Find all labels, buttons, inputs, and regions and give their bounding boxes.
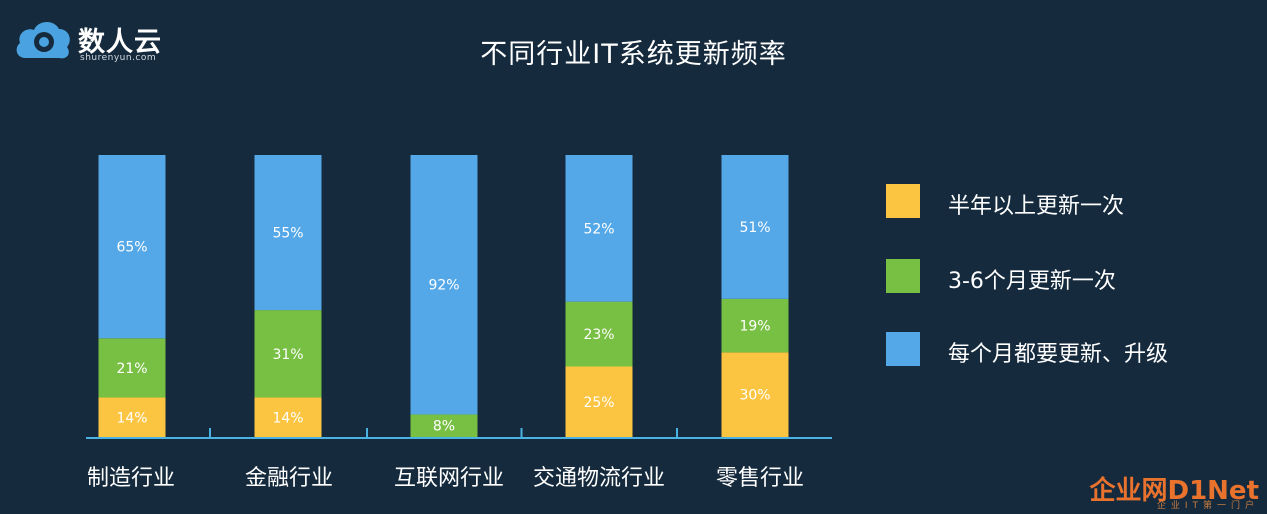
- chart-title: 不同行业IT系统更新频率: [480, 39, 787, 70]
- bar-segment: [254, 155, 322, 311]
- x-axis-category-label: 金融行业: [244, 466, 334, 491]
- bar-data-label: 30%: [739, 388, 770, 404]
- bar-data-label: 19%: [739, 319, 770, 335]
- bar-segment: [98, 397, 166, 437]
- watermark: 企业网D1Net 企业IT第一门户: [1090, 470, 1260, 511]
- bar-data-label: 8%: [433, 419, 455, 435]
- bar-data-label: 92%: [428, 278, 459, 294]
- bar-data-label: 31%: [272, 347, 303, 363]
- bar-segment: [721, 155, 789, 299]
- cloud-logo-icon: [16, 21, 70, 59]
- brand-domain: shurenyun.com: [80, 53, 157, 63]
- bar-segment: [565, 366, 633, 437]
- bar-segment: [721, 352, 789, 437]
- bar-segment: [410, 414, 478, 437]
- bar-segment: [254, 310, 322, 398]
- watermark-main: 企业网D1Net: [1089, 476, 1260, 506]
- legend-item: 半年以上更新一次: [886, 184, 1226, 219]
- brand-logo: 数人云 shurenyun.com: [14, 16, 184, 63]
- bar-segment: [254, 397, 322, 437]
- bar-data-label: 23%: [583, 327, 614, 343]
- bar-segment: [410, 155, 478, 415]
- bar-data-label: 55%: [272, 226, 303, 242]
- legend-label: 半年以上更新一次: [948, 194, 1125, 219]
- legend-label: 每个月都要更新、升级: [948, 342, 1169, 367]
- legend-label: 3-6个月更新一次: [948, 269, 1116, 294]
- x-axis-category-label: 互联网行业: [393, 466, 505, 491]
- legend-swatch: [886, 332, 920, 366]
- legend-item: 3-6个月更新一次: [886, 259, 1226, 294]
- bar-data-label: 14%: [272, 410, 303, 426]
- bar-data-label: 21%: [116, 361, 147, 377]
- x-axis-category-label: 零售行业: [715, 466, 805, 491]
- watermark-sub: 企业IT第一门户: [1156, 501, 1259, 511]
- bar-segment: [98, 338, 166, 398]
- bar-data-label: 14%: [116, 410, 147, 426]
- bar-data-label: 51%: [739, 220, 770, 236]
- bar-segment: [565, 155, 633, 302]
- x-axis-category-label: 交通物流行业: [532, 466, 666, 491]
- bar-segment: [565, 301, 633, 367]
- legend-item: 每个月都要更新、升级: [886, 332, 1226, 367]
- bar-segment: [721, 298, 789, 353]
- bar-data-label: 52%: [583, 221, 614, 237]
- bar-data-label: 25%: [583, 395, 614, 411]
- bar-data-label: 65%: [116, 240, 147, 256]
- bar-segment: [98, 155, 166, 339]
- brand-name: 数人云: [78, 27, 162, 58]
- x-axis-category-label: 制造行业: [86, 466, 176, 491]
- legend-swatch: [886, 184, 920, 218]
- legend-swatch: [886, 259, 920, 293]
